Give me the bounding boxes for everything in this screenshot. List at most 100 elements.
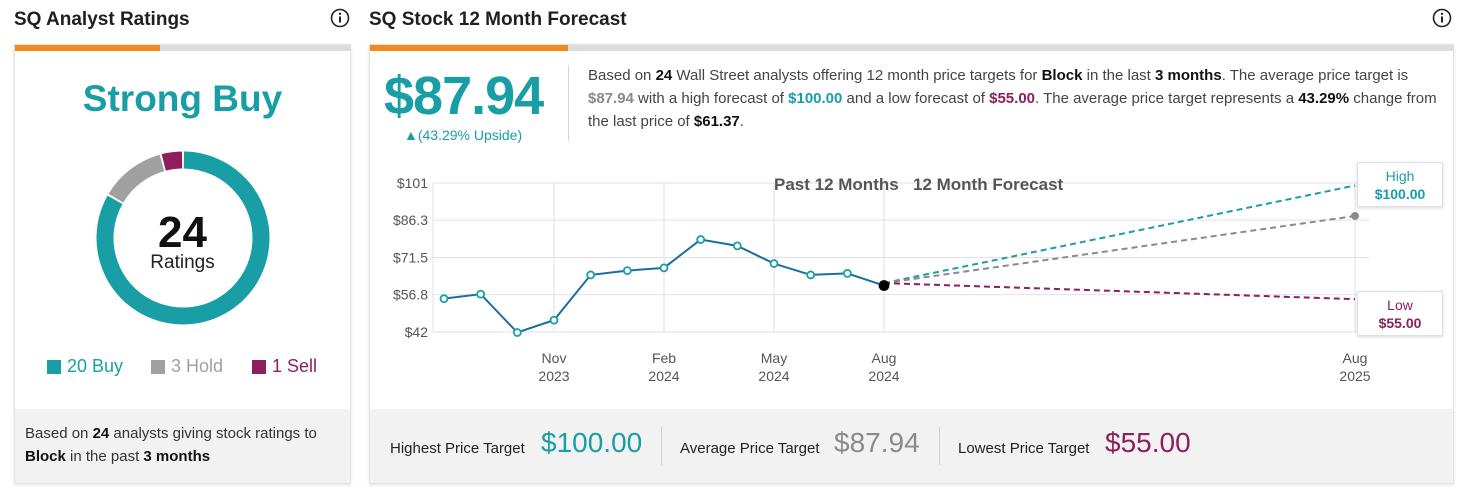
info-icon[interactable] [330, 8, 350, 28]
summary-change: 43.29% [1298, 90, 1350, 107]
progress-fill [15, 45, 160, 51]
chart-heading-forecast: 12 Month Forecast [913, 175, 1064, 194]
y-tick-label: $101 [397, 175, 428, 191]
analyst-ratings-title: SQ Analyst Ratings [14, 9, 190, 30]
summary-text: . The average price target represents a [1035, 90, 1299, 107]
legend-buy: 20 Buy [47, 356, 123, 377]
x-tick-label: 2025 [1339, 368, 1370, 384]
price-forecast-chart: $101 $86.3 $71.5 $56.8 $42 Nov 2023 Feb 2024 May… [393, 175, 1371, 384]
progress-track [370, 45, 1453, 51]
summary-high: $100.00 [788, 90, 843, 107]
analyst-ratings-card: Strong Buy 24 Ratings 20 Buy 3 Hold 1 Se… [14, 44, 351, 484]
price-target-footer: Highest Price Target $100.00 Average Pri… [370, 409, 1453, 483]
x-tick-label: May [761, 350, 787, 366]
info-icon[interactable] [1432, 8, 1452, 28]
summary-company: Block [1041, 67, 1083, 84]
footnote-text: Based on [25, 425, 93, 442]
footnote-analysts: 24 [92, 425, 110, 442]
history-point [512, 328, 522, 337]
x-tick-label: 2024 [648, 368, 679, 384]
legend-hold: 3 Hold [151, 356, 223, 377]
ratings-donut-chart [96, 151, 270, 325]
ratings-label: Ratings [150, 252, 215, 273]
divider [661, 427, 662, 465]
history-point [842, 269, 852, 278]
x-tick-label: Aug [872, 350, 897, 366]
average-price-target: $87.94 [384, 66, 544, 126]
high-target-callout: High $100.00 [1357, 162, 1443, 207]
summary-analysts: 24 [655, 67, 673, 84]
summary-text: . [739, 113, 744, 130]
callout-label: Low [1387, 297, 1413, 313]
summary-low: $55.00 [989, 90, 1036, 107]
low-target-callout: Low $55.00 [1357, 291, 1443, 336]
progress-fill [370, 45, 568, 51]
history-point [732, 241, 742, 251]
history-point [659, 263, 669, 273]
legend-sell: 1 Sell [252, 356, 317, 377]
forecast-title: SQ Stock 12 Month Forecast [369, 9, 627, 30]
divider [568, 65, 569, 141]
average-target-value: $87.94 [834, 427, 920, 458]
progress-track [15, 45, 350, 51]
highest-target-value: $100.00 [541, 427, 643, 458]
forecast-card: $87.94 ▲(43.29% Upside) Based on 24 Wall… [369, 44, 1454, 484]
legend-swatch [151, 359, 165, 374]
ratings-count: 24 [158, 208, 207, 257]
x-tick-label: Feb [652, 350, 676, 366]
average-target-label: Average Price Target [680, 440, 820, 457]
footnote-period: 3 months [143, 448, 211, 465]
summary-text: Wall Street analysts offering 12 month p… [672, 67, 1042, 84]
x-tick-label: 2023 [538, 368, 569, 384]
footnote-text: analysts giving stock ratings to [109, 425, 317, 442]
y-tick-label: $42 [405, 324, 429, 340]
summary-period: 3 months [1155, 67, 1222, 84]
donut-slice-buy [96, 151, 270, 325]
x-tick-label: 2024 [758, 368, 789, 384]
footnote-company: Block [25, 448, 66, 465]
divider [939, 427, 940, 465]
summary-average: $87.94 [588, 90, 634, 107]
x-tick-label: 2024 [868, 368, 899, 384]
legend-label: 3 Hold [171, 356, 224, 376]
upside-percent: ▲(43.29% Upside) [404, 127, 523, 143]
summary-text: Based on [588, 67, 656, 84]
lowest-target-label: Lowest Price Target [958, 440, 1090, 457]
donut-slice-hold [108, 154, 165, 203]
current-price-point [878, 280, 890, 291]
y-tick-label: $86.3 [393, 212, 428, 228]
forecast-line-average [883, 214, 1356, 285]
forecast-line-low [883, 282, 1356, 301]
forecast-summary: Based on 24 Wall Street analysts offerin… [588, 64, 1438, 133]
history-point [586, 270, 596, 280]
summary-text: change from the last price of [588, 90, 1437, 130]
forecast-average-point [1351, 211, 1359, 220]
legend-swatch [47, 359, 61, 374]
forecast-line-high [883, 184, 1356, 285]
callout-value: $55.00 [1378, 315, 1422, 331]
history-point [476, 289, 486, 299]
footnote-text: in the past [65, 448, 144, 465]
y-tick-label: $56.8 [393, 287, 428, 303]
consensus-rating: Strong Buy [82, 78, 283, 119]
ratings-footnote: Based on 24 analysts giving stock rating… [15, 409, 350, 483]
summary-last-price: $61.37 [693, 113, 740, 130]
legend-swatch [252, 359, 266, 374]
summary-text: with a high forecast of [633, 90, 789, 107]
history-point [806, 270, 816, 280]
x-tick-label: Aug [1343, 350, 1368, 366]
legend-label: 1 Sell [272, 356, 318, 376]
donut-slice-sell [161, 151, 183, 171]
summary-text: in the last [1082, 67, 1155, 84]
y-tick-label: $71.5 [393, 250, 428, 266]
chart-heading-past: Past 12 Months [774, 175, 899, 194]
history-point [769, 259, 779, 268]
history-point [622, 266, 632, 276]
summary-text: . The average price target is [1221, 67, 1409, 84]
summary-text: and a low forecast of [842, 90, 990, 107]
history-point [439, 294, 449, 304]
callout-label: High [1385, 168, 1415, 184]
x-tick-label: Nov [542, 350, 567, 366]
lowest-target-value: $55.00 [1105, 427, 1191, 458]
callout-value: $100.00 [1374, 186, 1426, 202]
